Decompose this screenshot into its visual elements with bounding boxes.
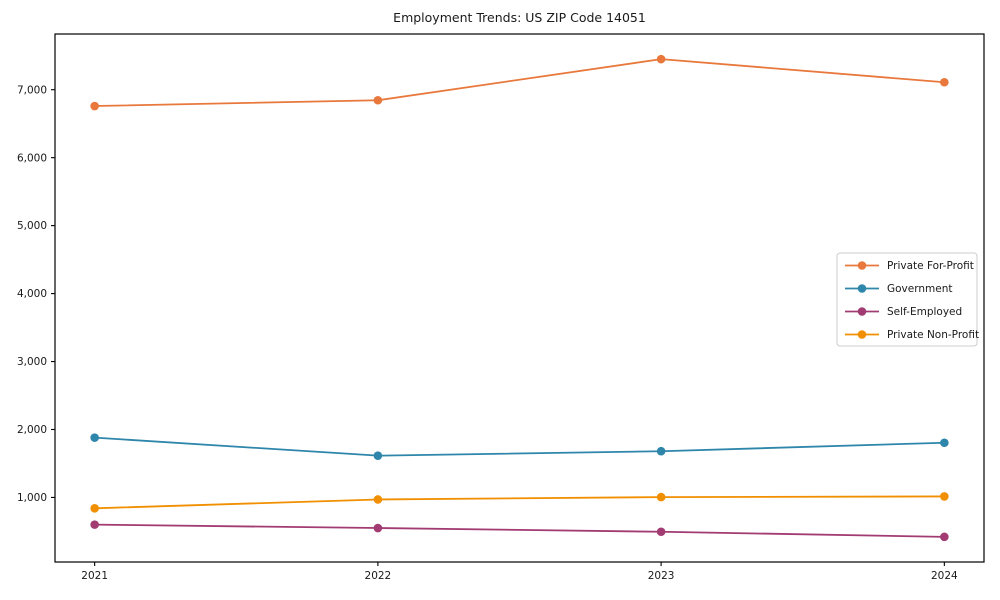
plot-border <box>54 33 985 563</box>
legend-item-label: Private For-Profit <box>887 260 974 272</box>
data-point-marker <box>656 446 666 456</box>
y-axis-tick-label: 2,000 <box>17 424 47 436</box>
x-axis-tick-label: 2024 <box>931 570 958 582</box>
data-point-marker <box>656 54 666 64</box>
data-point-marker <box>656 492 666 502</box>
y-axis-tick-label: 1,000 <box>17 492 47 504</box>
data-point-marker <box>373 95 383 105</box>
series-line <box>94 436 945 457</box>
data-point-marker <box>90 433 99 442</box>
legend-item-label: Private Non-Profit <box>887 329 979 341</box>
y-axis-tick-label: 4,000 <box>17 288 47 300</box>
legend-dot-marker-icon <box>857 261 867 270</box>
data-point-marker <box>90 520 99 529</box>
x-axis-tick-label: 2022 <box>365 570 392 582</box>
data-point-marker <box>940 532 949 542</box>
data-point-marker <box>940 438 949 448</box>
data-point-marker <box>90 504 99 513</box>
legend-item-label: Government <box>887 283 952 295</box>
y-axis-tick-label: 5,000 <box>17 220 47 232</box>
legend-dot-marker-icon <box>857 330 867 339</box>
y-axis-tick-label: 7,000 <box>17 84 47 96</box>
y-axis-tick-label: 6,000 <box>17 152 47 164</box>
legend-item-label: Self-Employed <box>887 306 962 318</box>
data-point-marker <box>90 101 99 111</box>
data-point-marker <box>940 77 949 87</box>
chart-title: Employment Trends: US ZIP Code 14051 <box>393 10 646 25</box>
legend-dot-marker-icon <box>857 307 867 316</box>
x-axis-tick-label: 2023 <box>648 570 675 582</box>
data-point-marker <box>373 451 383 460</box>
legend-box <box>836 252 978 347</box>
data-point-marker <box>373 495 383 504</box>
x-axis-tick-label: 2021 <box>81 570 108 582</box>
data-point-marker <box>940 492 949 501</box>
legend-dot-marker-icon <box>857 284 867 293</box>
series-line <box>94 523 945 538</box>
data-point-marker <box>656 527 666 537</box>
y-axis-tick-label: 3,000 <box>17 356 47 368</box>
series-line <box>94 495 945 510</box>
data-point-marker <box>373 523 383 533</box>
series-line <box>94 58 945 107</box>
